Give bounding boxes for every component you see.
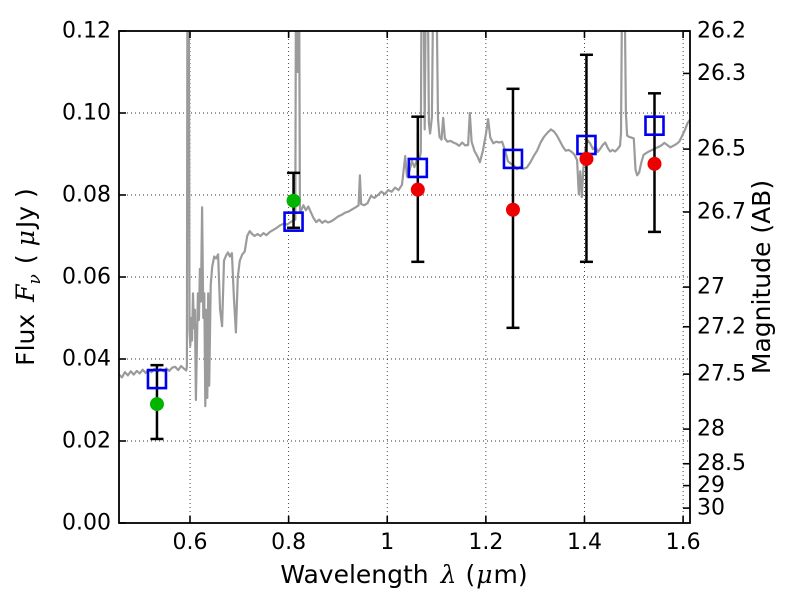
x-tick-label: 1.4 bbox=[567, 530, 602, 555]
magnitude-tick-label: 30 bbox=[697, 496, 725, 521]
x-tick-label: 0.6 bbox=[173, 530, 208, 555]
mu-symbol: μ bbox=[11, 230, 40, 246]
x-tick-label: 0.8 bbox=[271, 530, 306, 555]
data-point-circle bbox=[579, 151, 594, 166]
flux-tick-label: 0.02 bbox=[62, 429, 111, 454]
error-bar-layer bbox=[150, 53, 661, 441]
data-point-circle bbox=[286, 193, 301, 208]
lambda-symbol: λ bbox=[440, 560, 457, 589]
x-tick-label: 1.2 bbox=[468, 530, 503, 555]
flux-tick-label: 0.06 bbox=[62, 265, 111, 290]
flux-tick-label: 0.00 bbox=[62, 511, 111, 536]
data-point-circle bbox=[647, 156, 662, 171]
y-axis-label-left: FluxFν(μJy) bbox=[11, 188, 45, 366]
tick-marks-layer bbox=[119, 30, 690, 524]
magnitude-tick-label: 26.2 bbox=[697, 19, 746, 44]
observed-photometry-layer bbox=[149, 151, 662, 412]
data-point-circle bbox=[410, 182, 425, 197]
data-point-circle bbox=[149, 397, 164, 412]
y-axis-label-right: Magnitude (AB) bbox=[747, 180, 776, 374]
magnitude-tick-label: 26.3 bbox=[697, 61, 746, 86]
x-axis-label: Wavelength λ (μm) bbox=[280, 560, 527, 589]
magnitude-tick-label: 26.5 bbox=[697, 137, 746, 162]
x-tick-label: 1.6 bbox=[666, 530, 701, 555]
model-point-square bbox=[407, 157, 429, 179]
spectrum-line bbox=[119, 31, 690, 408]
magnitude-tick-label: 29 bbox=[697, 473, 725, 498]
model-point-square bbox=[502, 148, 524, 170]
magnitude-tick-label: 26.7 bbox=[697, 199, 746, 224]
model-point-square bbox=[644, 115, 665, 137]
magnitude-tick-label: 27 bbox=[697, 275, 725, 300]
magnitude-tick-label: 27.5 bbox=[697, 362, 746, 387]
flux-symbol: F bbox=[11, 283, 40, 303]
flux-tick-label: 0.12 bbox=[62, 19, 111, 44]
model-point-square bbox=[146, 368, 168, 390]
x-tick-label: 1 bbox=[380, 530, 394, 555]
mu-symbol: μ bbox=[476, 560, 492, 589]
plot-frame bbox=[118, 30, 691, 524]
y-label-word: Flux bbox=[11, 314, 40, 366]
tick-labels-layer: 0.6 0.8 1 1.2 1.4 1.6 0.00 0.02 0.04 0.06 0.08 0.10… bbox=[62, 19, 746, 556]
flux-tick-label: 0.08 bbox=[62, 183, 111, 208]
grid-layer bbox=[119, 30, 690, 524]
magnitude-tick-label: 27.2 bbox=[697, 314, 746, 339]
magnitude-tick-label: 28.5 bbox=[697, 451, 746, 476]
magnitude-tick-label: 28 bbox=[697, 417, 725, 442]
x-label-word: Wavelength bbox=[280, 560, 428, 589]
nu-subscript: ν bbox=[25, 274, 45, 284]
model-point-square bbox=[283, 211, 304, 232]
spectrum-layer bbox=[119, 31, 690, 408]
flux-tick-label: 0.10 bbox=[62, 101, 111, 126]
flux-tick-label: 0.04 bbox=[62, 347, 111, 372]
data-point-circle bbox=[505, 202, 520, 217]
